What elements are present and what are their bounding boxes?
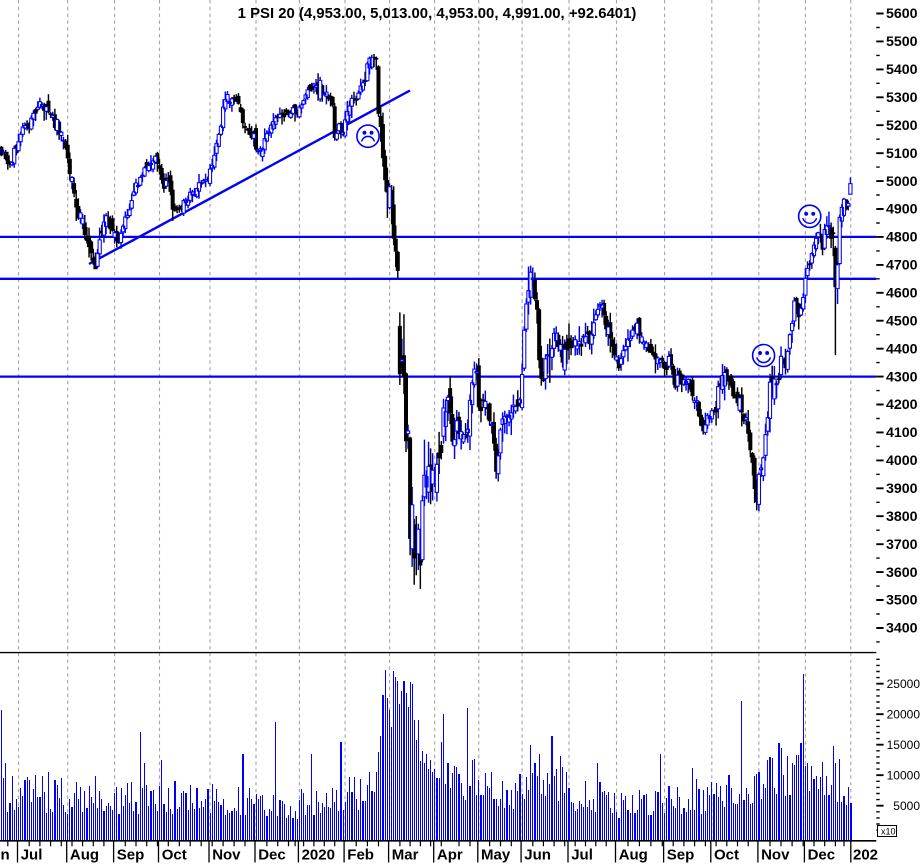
svg-text:3500: 3500 <box>886 593 918 609</box>
svg-text:20000: 20000 <box>887 707 921 721</box>
svg-text:Dec: Dec <box>808 847 836 864</box>
svg-text:5400: 5400 <box>886 62 918 78</box>
svg-text:4000: 4000 <box>886 453 918 469</box>
svg-text:1 PSI 20 (4,953.00, 5,013.00,: 1 PSI 20 (4,953.00, 5,013.00, 4,953.00, … <box>238 6 637 22</box>
svg-text:5500: 5500 <box>886 34 918 50</box>
svg-text:4100: 4100 <box>886 425 918 441</box>
svg-text:Dec: Dec <box>258 847 286 864</box>
svg-text:5600: 5600 <box>886 6 918 22</box>
svg-text:25000: 25000 <box>887 677 921 691</box>
svg-text:5000: 5000 <box>886 174 918 190</box>
svg-text:Aug: Aug <box>619 847 648 864</box>
svg-text:4800: 4800 <box>886 230 918 246</box>
svg-text:Jun: Jun <box>0 847 10 864</box>
svg-text:202: 202 <box>853 847 878 864</box>
svg-text:Feb: Feb <box>347 847 374 864</box>
svg-text:4400: 4400 <box>886 341 918 357</box>
svg-text:Sep: Sep <box>667 847 695 864</box>
svg-text:4900: 4900 <box>886 202 918 218</box>
svg-text:May: May <box>481 847 511 864</box>
svg-text:15000: 15000 <box>887 738 921 752</box>
svg-text:4200: 4200 <box>886 397 918 413</box>
svg-text:3700: 3700 <box>886 537 918 553</box>
svg-text:3800: 3800 <box>886 509 918 525</box>
svg-text:5000: 5000 <box>893 799 920 813</box>
svg-text:4600: 4600 <box>886 286 918 302</box>
svg-text:x10: x10 <box>881 827 896 837</box>
svg-text:Oct: Oct <box>162 847 187 864</box>
svg-text:4700: 4700 <box>886 258 918 274</box>
svg-text:3600: 3600 <box>886 565 918 581</box>
svg-text:Aug: Aug <box>70 847 99 864</box>
svg-text:Jul: Jul <box>571 847 593 864</box>
svg-text:Jun: Jun <box>524 847 551 864</box>
svg-text:2020: 2020 <box>302 847 335 864</box>
svg-text:Apr: Apr <box>437 847 463 864</box>
svg-text:Jul: Jul <box>21 847 43 864</box>
svg-text:3400: 3400 <box>886 621 918 637</box>
svg-text:4300: 4300 <box>886 369 918 385</box>
svg-text:Mar: Mar <box>392 847 419 864</box>
svg-text:5200: 5200 <box>886 118 918 134</box>
svg-text:4500: 4500 <box>886 313 918 329</box>
svg-text:Nov: Nov <box>212 847 241 864</box>
svg-text:Sep: Sep <box>117 847 145 864</box>
svg-text:5300: 5300 <box>886 90 918 106</box>
svg-text:Oct: Oct <box>714 847 739 864</box>
svg-text:Nov: Nov <box>761 847 790 864</box>
svg-text:3900: 3900 <box>886 481 918 497</box>
svg-text:5100: 5100 <box>886 146 918 162</box>
svg-text:10000: 10000 <box>887 768 921 782</box>
